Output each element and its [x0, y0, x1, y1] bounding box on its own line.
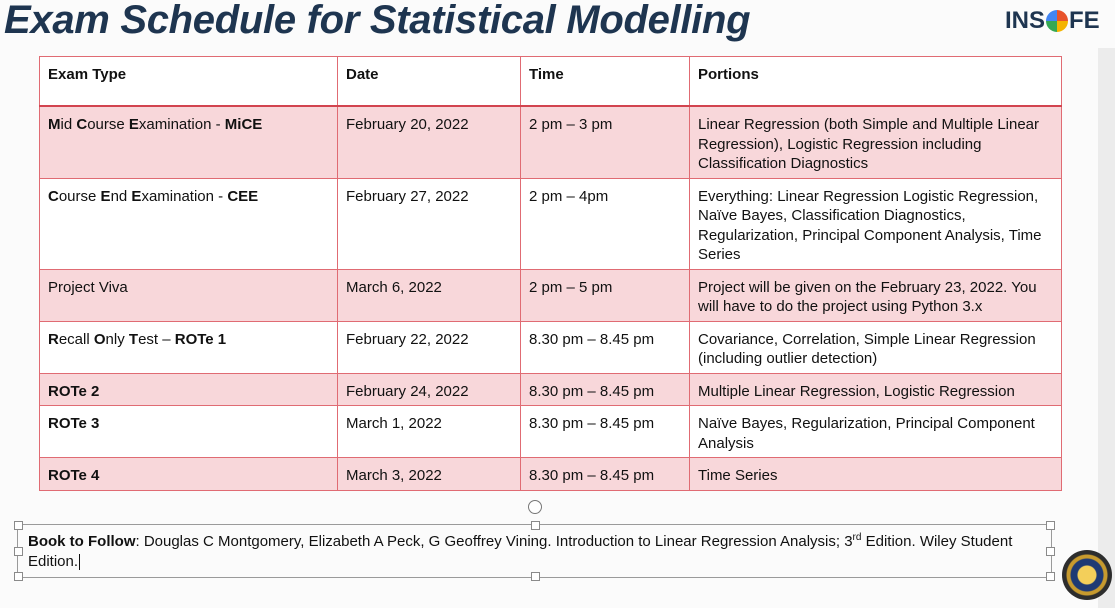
exam-type-text: E — [100, 187, 111, 205]
slide-title: Exam Schedule for Statistical Modelling — [4, 0, 751, 42]
exam-type-text: ourse — [58, 187, 101, 205]
header-date: Date — [337, 56, 521, 107]
table-header-row: Exam Type Date Time Portions — [39, 56, 1062, 107]
portions-cell: Multiple Linear Regression, Logistic Reg… — [689, 372, 1062, 406]
exam-type-cell: ROTe 3 — [39, 405, 338, 458]
exam-type-text: est – — [138, 330, 175, 348]
portions-cell: Linear Regression (both Simple and Multi… — [689, 105, 1062, 179]
time-cell: 2 pm – 4pm — [520, 177, 690, 270]
book-label: Book to Follow — [28, 533, 136, 550]
exam-type-text: T — [128, 330, 139, 348]
exam-schedule-table: Exam Type Date Time Portions Mid Course … — [39, 56, 1062, 491]
table-row: Mid Course Examination - MiCE February 20… — [39, 105, 1062, 179]
portions-cell: Everything: Linear Regression Logistic R… — [689, 177, 1062, 270]
table-row: Project Viva March 6, 2022 2 pm – 5 pm Proj… — [39, 268, 1062, 322]
date-cell: February 20, 2022 — [337, 105, 521, 179]
exam-type-text: Project Viva — [48, 278, 128, 296]
exam-type-text: CEE — [227, 187, 259, 205]
resize-handle[interactable] — [14, 572, 23, 581]
book-text-1: : Douglas C Montgomery, Elizabeth A Peck… — [135, 533, 853, 550]
text-cursor — [79, 554, 81, 571]
resize-handle[interactable] — [1046, 521, 1055, 530]
exam-type-text: id — [60, 116, 77, 133]
exam-type-text: ROTe 2 — [48, 382, 100, 400]
time-cell: 8.30 pm – 8.45 pm — [520, 320, 690, 374]
time-cell: 2 pm – 3 pm — [520, 105, 690, 179]
time-cell: 8.30 pm – 8.45 pm — [520, 372, 690, 406]
resize-handle[interactable] — [14, 547, 23, 556]
table-row: Recall Only Test – ROTe 1 February 22, 20… — [39, 320, 1062, 374]
portions-cell: Naïve Bayes, Regularization, Principal C… — [689, 405, 1062, 458]
exam-type-text: E — [131, 187, 142, 205]
book-ordinal-suffix: rd — [852, 532, 862, 543]
exam-type-text: ROTe 1 — [174, 330, 227, 348]
date-cell: February 24, 2022 — [337, 372, 521, 406]
insofe-logo: INS FE — [1005, 6, 1115, 36]
exam-type-text: R — [48, 330, 59, 348]
header-exam-type: Exam Type — [39, 56, 338, 107]
exam-type-text: M — [48, 116, 61, 133]
logo-o-icon — [1046, 9, 1069, 32]
resize-handle[interactable] — [1046, 547, 1055, 556]
exam-type-text: O — [93, 330, 106, 348]
exam-type-text: ourse — [87, 116, 129, 133]
header-time: Time — [520, 56, 690, 107]
exam-type-text: xamination - — [138, 116, 225, 133]
exam-type-text: E — [128, 116, 139, 133]
exam-type-cell: ROTe 4 — [39, 457, 338, 491]
logo-text-end: FE — [1069, 6, 1100, 34]
time-cell: 8.30 pm – 8.45 pm — [520, 457, 690, 491]
exam-type-text: xamination - — [141, 187, 228, 205]
exam-type-text: nly — [105, 330, 129, 348]
header-portions: Portions — [689, 56, 1062, 107]
exam-type-text: C — [76, 116, 88, 133]
exam-type-cell: Recall Only Test – ROTe 1 — [39, 320, 338, 374]
logo-text-start: INS — [1005, 6, 1046, 34]
table-row: ROTe 3 March 1, 2022 8.30 pm – 8.45 pm Naïv… — [39, 405, 1062, 458]
exam-type-text: ROTe 4 — [48, 467, 100, 484]
date-cell: February 27, 2022 — [337, 177, 521, 270]
table-row: Course End Examination - CEE February 27,… — [39, 177, 1062, 270]
portions-cell: Covariance, Correlation, Simple Linear R… — [689, 320, 1062, 374]
portions-cell: Project will be given on the February 23… — [689, 268, 1062, 322]
book-reference[interactable]: Book to Follow: Douglas C Montgomery, El… — [28, 532, 1048, 572]
exam-type-cell: Mid Course Examination - MiCE — [39, 105, 338, 179]
exam-type-text: nd — [110, 187, 132, 205]
institution-seal-icon — [1062, 550, 1112, 600]
resize-handle[interactable] — [1046, 572, 1055, 581]
exam-type-text: MiCE — [224, 116, 263, 133]
time-cell: 8.30 pm – 8.45 pm — [520, 405, 690, 458]
date-cell: March 6, 2022 — [337, 268, 521, 322]
exam-type-text: C — [48, 187, 59, 205]
book-text-2: Edition. Wiley Student Edition. — [28, 533, 1013, 570]
date-cell: February 22, 2022 — [337, 320, 521, 374]
resize-handle[interactable] — [531, 521, 540, 530]
exam-type-text: ROTe 3 — [48, 415, 100, 432]
resize-handle[interactable] — [531, 572, 540, 581]
exam-type-cell: Course End Examination - CEE — [39, 177, 338, 270]
time-cell: 2 pm – 5 pm — [520, 268, 690, 322]
rotate-handle[interactable] — [528, 500, 542, 514]
exam-type-cell: ROTe 2 — [39, 372, 338, 406]
portions-cell: Time Series — [689, 457, 1062, 491]
exam-type-cell: Project Viva — [39, 268, 338, 322]
table-row: ROTe 4 March 3, 2022 8.30 pm – 8.45 pm Time… — [39, 457, 1062, 491]
exam-type-text: ecall — [58, 330, 94, 348]
table-row: ROTe 2 February 24, 2022 8.30 pm – 8.45 pm… — [39, 372, 1062, 406]
resize-handle[interactable] — [14, 521, 23, 530]
date-cell: March 1, 2022 — [337, 405, 521, 458]
date-cell: March 3, 2022 — [337, 457, 521, 491]
slide-edge — [1098, 48, 1115, 608]
book-textbox[interactable] — [14, 521, 1055, 581]
